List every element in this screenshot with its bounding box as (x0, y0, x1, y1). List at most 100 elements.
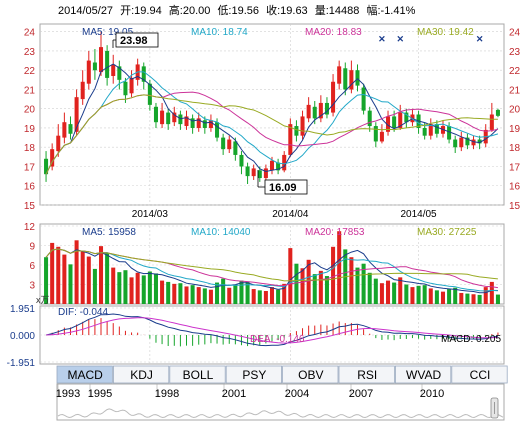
volume-tick: 12 (24, 222, 36, 233)
quote-high: 高:20.00 (169, 3, 211, 17)
volume-bar (349, 257, 354, 304)
tab-boll[interactable]: BOLL (169, 365, 226, 384)
volume-tick: 6 (29, 261, 35, 272)
candle-body (160, 110, 165, 125)
price-grid (40, 24, 504, 206)
price-ma10-line (45, 71, 499, 175)
candle-body (459, 137, 464, 148)
price-tick-left: 15 (24, 201, 36, 212)
timeline-navigator: 1993 1995 1998 2001 2004 2007 2010 (56, 384, 504, 419)
volume-bar (178, 283, 183, 304)
tab-kdj[interactable]: KDJ (113, 365, 170, 384)
candle-body (56, 135, 61, 152)
candle-body (98, 47, 104, 73)
quote-close: 收:19.63 (266, 3, 308, 17)
price-ma5-line (45, 63, 499, 175)
price-tick-right: 18 (509, 143, 521, 154)
volume-bar (80, 250, 85, 304)
tab-label: MACD (68, 368, 104, 382)
candle-body (367, 110, 372, 127)
volume-unit: x万 (36, 295, 50, 305)
volume-bar (215, 282, 220, 304)
volume-bar (196, 287, 201, 304)
tab-macd[interactable]: MACD (56, 365, 113, 384)
candle-body (123, 81, 128, 96)
event-marker: ✕ (396, 34, 404, 44)
volume-ma5-line (45, 248, 498, 294)
candle-body (74, 97, 79, 132)
volume-bar (404, 284, 409, 304)
tab-wvad[interactable]: WVAD (394, 365, 452, 384)
timeline-range-handle[interactable] (490, 397, 499, 419)
candle-body (343, 68, 348, 90)
candle-body (404, 112, 409, 123)
candle-body (306, 104, 311, 119)
tab-label: RSI (357, 368, 377, 382)
volume-bar (337, 231, 342, 304)
candle-body (86, 60, 91, 84)
volume-ma-lines (45, 248, 498, 294)
candle-body (489, 114, 494, 130)
tab-cci[interactable]: CCI (451, 365, 508, 384)
volume-bars (44, 231, 500, 304)
volume-bar (386, 280, 391, 304)
volume-bar (489, 281, 494, 304)
tab-bg (282, 365, 339, 384)
tab-label: WVAD (406, 368, 441, 382)
candle-body (288, 124, 293, 155)
volume-tick: 3 (29, 281, 35, 292)
candle-body (141, 66, 146, 82)
candle-body (105, 50, 110, 78)
timeline-year: 2001 (222, 388, 246, 400)
volume-bar (105, 253, 110, 304)
price-tick-right: 19 (509, 124, 521, 135)
tab-obv[interactable]: OBV (282, 365, 339, 384)
volume-bar (190, 285, 195, 304)
volume-bar (208, 289, 213, 304)
volume-tick: 9 (29, 242, 35, 253)
volume-bar (44, 257, 49, 304)
price-ma-lines (45, 63, 499, 175)
macd-y-axis: 1.951 0.000 -1.951 (7, 304, 36, 369)
quote-header: 2014/05/27 开:19.94 高:20.00 低:19.56 收:19.… (58, 3, 416, 17)
timeline-year: 1998 (155, 388, 179, 400)
candle-body (62, 122, 67, 138)
candle-body (398, 112, 403, 128)
candle-body (257, 170, 262, 179)
volume-bar (129, 277, 134, 304)
price-x-axis: 2014/03 2014/04 2014/05 (132, 209, 437, 220)
candle-body (331, 81, 336, 113)
price-x-tick: 2014/04 (272, 209, 309, 220)
candle-body (495, 109, 500, 116)
candle-body (202, 120, 207, 128)
candle-body (117, 66, 122, 80)
candle-body (44, 158, 49, 175)
dif-line (45, 313, 498, 347)
candle-body (379, 131, 384, 142)
timeline-year: 2004 (285, 388, 309, 400)
candle-body (471, 139, 476, 146)
volume-bar (111, 267, 116, 304)
price-tick-right: 15 (509, 201, 521, 212)
tab-psy[interactable]: PSY (225, 365, 282, 384)
candle-body (80, 81, 85, 100)
volume-bar (166, 281, 171, 304)
macd-histogram (51, 318, 499, 347)
tab-rsi[interactable]: RSI (338, 365, 395, 384)
tab-bg (451, 365, 508, 384)
volume-bar (202, 288, 207, 304)
volume-bar (318, 270, 323, 304)
volume-bar (453, 287, 458, 304)
timeline-year: 1995 (88, 388, 112, 400)
volume-bar (428, 288, 433, 304)
volume-bar (257, 290, 262, 304)
volume-bar (141, 275, 146, 304)
price-ma30-line (45, 94, 498, 175)
event-marker: ✕ (378, 34, 386, 44)
volume-bar (62, 254, 67, 304)
volume-bar (300, 268, 305, 304)
candle-body (215, 122, 220, 138)
macd-tick: -1.951 (7, 358, 36, 369)
volume-bar (294, 263, 299, 304)
tab-bg (113, 365, 170, 384)
